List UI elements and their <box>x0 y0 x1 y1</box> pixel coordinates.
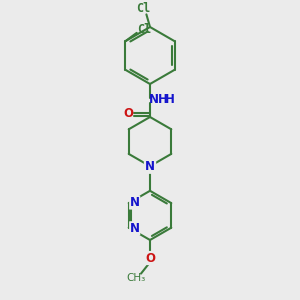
Text: Cl: Cl <box>136 2 151 16</box>
Text: N: N <box>145 160 155 173</box>
Text: N: N <box>130 196 140 209</box>
Text: Cl: Cl <box>137 23 152 36</box>
Text: O: O <box>123 106 133 120</box>
Text: NH: NH <box>148 93 168 106</box>
Text: H: H <box>165 93 174 106</box>
Text: CH₃: CH₃ <box>126 273 145 284</box>
Text: O: O <box>145 251 155 265</box>
Text: N: N <box>130 222 140 235</box>
